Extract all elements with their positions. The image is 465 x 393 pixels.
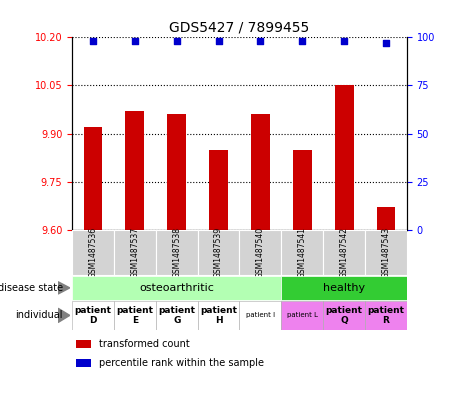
Text: GSM1487539: GSM1487539 [214,227,223,278]
FancyBboxPatch shape [281,301,323,329]
Text: patient
R: patient R [367,306,405,325]
Point [173,38,180,44]
Point [257,38,264,44]
FancyBboxPatch shape [198,301,239,329]
FancyBboxPatch shape [239,301,281,329]
Text: individual: individual [15,310,63,320]
Bar [76,340,91,348]
FancyBboxPatch shape [156,301,198,329]
FancyBboxPatch shape [198,230,239,275]
Text: osteoarthritic: osteoarthritic [139,283,214,293]
Text: patient
H: patient H [200,306,237,325]
FancyBboxPatch shape [239,230,281,275]
Text: patient
Q: patient Q [326,306,363,325]
FancyBboxPatch shape [281,230,323,275]
Text: GSM1487536: GSM1487536 [88,227,98,278]
Bar [84,127,102,230]
FancyBboxPatch shape [156,230,198,275]
Bar [76,359,91,367]
FancyBboxPatch shape [114,230,156,275]
Bar [209,150,228,230]
Point [89,38,97,44]
Bar [335,85,353,230]
Text: GSM1487541: GSM1487541 [298,227,307,278]
Text: patient L: patient L [287,312,318,318]
FancyBboxPatch shape [323,301,365,329]
Text: patient
G: patient G [158,306,195,325]
Text: patient I: patient I [246,312,275,318]
Text: GSM1487542: GSM1487542 [339,227,349,278]
FancyBboxPatch shape [114,301,156,329]
FancyBboxPatch shape [281,275,407,300]
Point [131,38,139,44]
Text: GSM1487540: GSM1487540 [256,227,265,278]
Text: healthy: healthy [323,283,365,293]
Point [215,38,222,44]
Text: GSM1487543: GSM1487543 [381,227,391,278]
Polygon shape [58,282,70,294]
Bar [377,208,395,230]
Title: GDS5427 / 7899455: GDS5427 / 7899455 [169,21,310,35]
Polygon shape [58,308,70,322]
FancyBboxPatch shape [323,230,365,275]
FancyBboxPatch shape [365,301,407,329]
Text: patient
E: patient E [116,306,153,325]
Point [382,40,390,46]
Text: GSM1487538: GSM1487538 [172,227,181,278]
Bar [251,114,270,230]
Text: percentile rank within the sample: percentile rank within the sample [99,358,264,368]
FancyBboxPatch shape [72,230,114,275]
Point [340,38,348,44]
FancyBboxPatch shape [72,301,114,329]
Bar [167,114,186,230]
Bar [126,111,144,230]
Bar [293,150,312,230]
FancyBboxPatch shape [72,275,281,300]
Text: GSM1487537: GSM1487537 [130,227,140,278]
Text: patient
D: patient D [74,306,112,325]
Text: transformed count: transformed count [99,339,190,349]
FancyBboxPatch shape [365,230,407,275]
Point [299,38,306,44]
Text: disease state: disease state [0,283,63,293]
